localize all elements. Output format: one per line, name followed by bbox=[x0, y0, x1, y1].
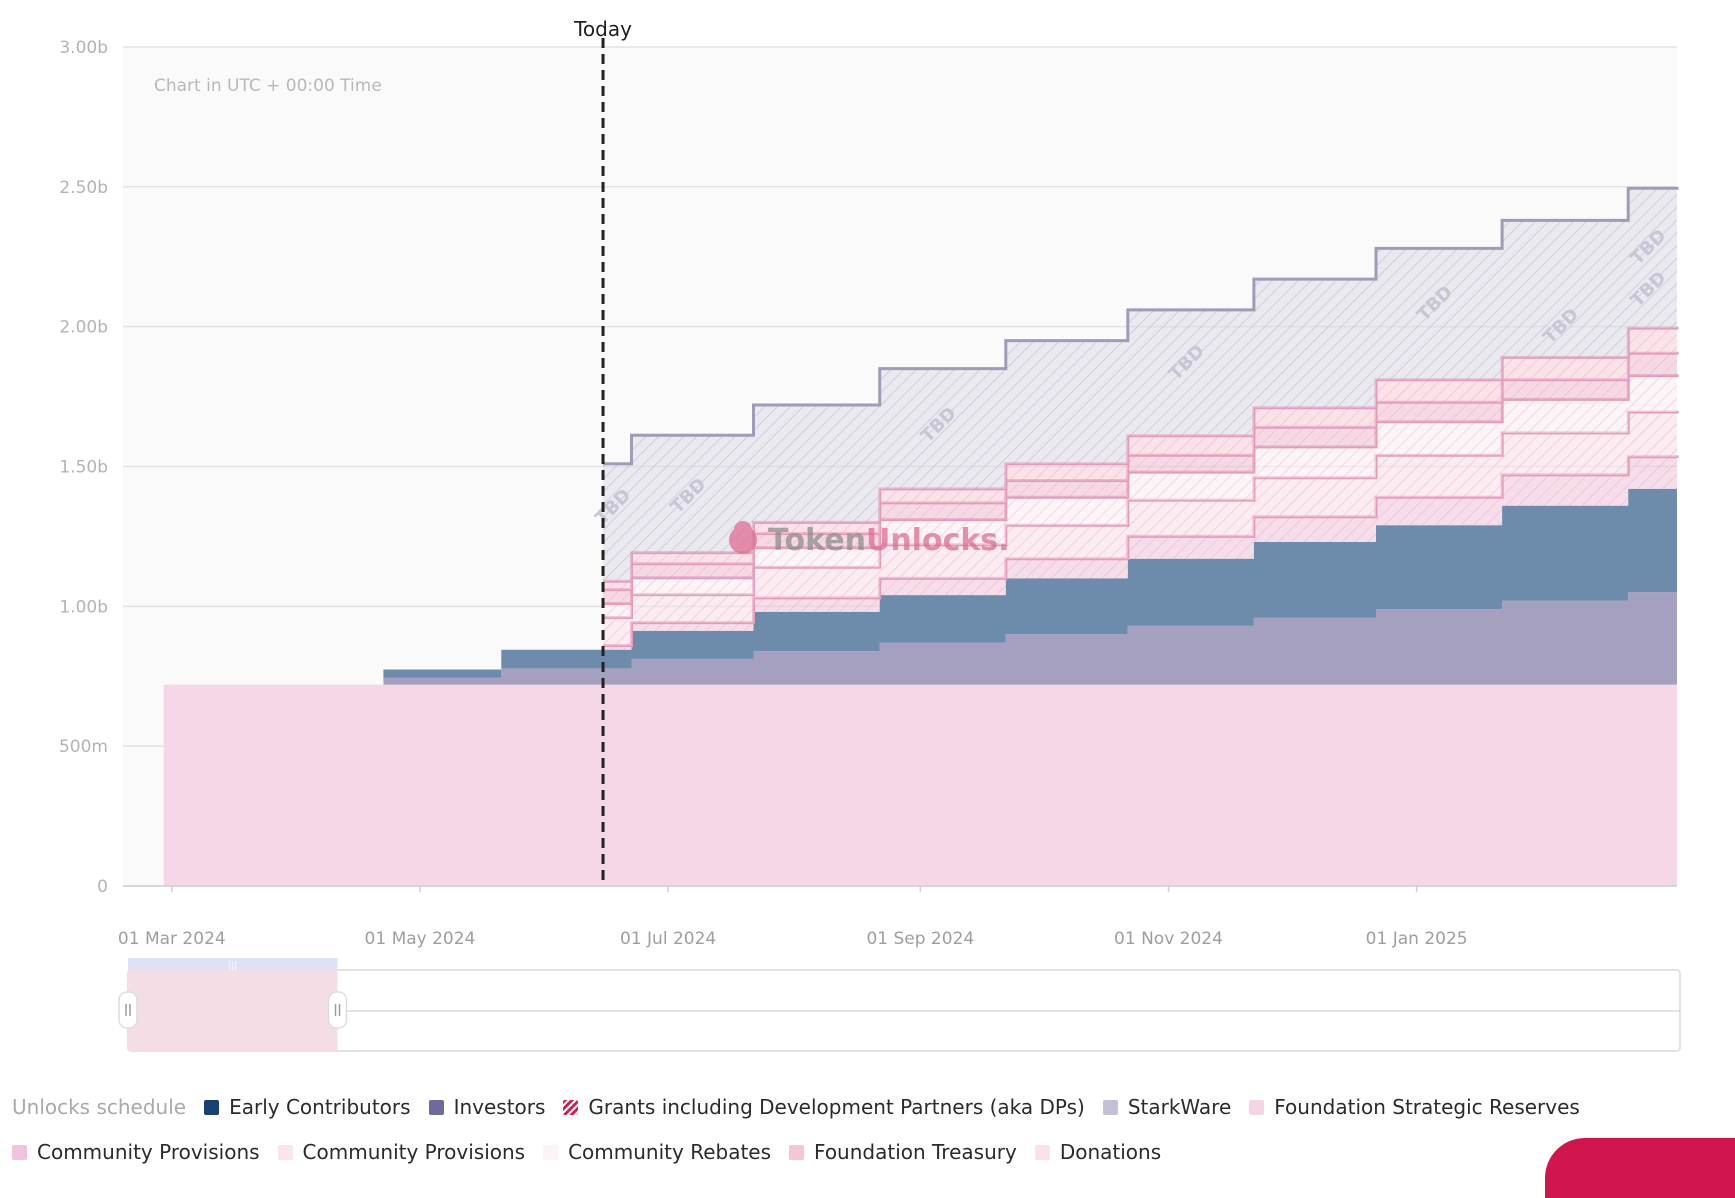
area-community-rebates-hatch bbox=[603, 374, 1677, 618]
legend-swatch-hatched bbox=[563, 1099, 579, 1115]
legend-label: Early Contributors bbox=[229, 1095, 411, 1119]
area-community-provisions-hatch bbox=[603, 410, 1677, 646]
area-foundation-treasury-hatch bbox=[603, 351, 1677, 604]
legend-item-early-contributors[interactable]: Early Contributors bbox=[204, 1095, 411, 1119]
tokenunlocks-watermark: TokenUnlocks. bbox=[729, 521, 1010, 558]
legend-swatch bbox=[428, 1099, 444, 1115]
legend-item-community-provisions-2[interactable]: Community Provisions bbox=[277, 1140, 526, 1164]
y-tick-label: 2.00b bbox=[59, 318, 108, 338]
navigator-right-handle[interactable] bbox=[327, 991, 348, 1029]
legend-item-donations[interactable]: Donations bbox=[1034, 1140, 1162, 1164]
legend-label: Community Rebates bbox=[568, 1140, 772, 1164]
y-tick-label: 3.00b bbox=[59, 38, 108, 58]
x-tick-label: 01 Nov 2024 bbox=[1114, 929, 1223, 949]
legend-label: Investors bbox=[453, 1095, 546, 1119]
area-community-provisions-hatch bbox=[603, 455, 1677, 650]
area-starkware-hatch bbox=[603, 186, 1677, 582]
watermark-text: TokenUnlocks. bbox=[768, 523, 1010, 558]
legend-label: Grants including Development Partners (a… bbox=[588, 1095, 1085, 1119]
legend-item-community-provisions-1[interactable]: Community Provisions bbox=[12, 1140, 260, 1164]
legend-item-foundation-treasury[interactable]: Foundation Treasury bbox=[789, 1140, 1017, 1164]
legend-swatch bbox=[12, 1144, 27, 1160]
x-tick-label: 01 Jan 2025 bbox=[1366, 929, 1468, 949]
x-tick-label: 01 Mar 2024 bbox=[118, 929, 226, 949]
legend-label: Foundation Strategic Reserves bbox=[1274, 1095, 1580, 1119]
legend-row-2: Community Provisions Community Provision… bbox=[12, 1140, 1179, 1164]
legend-swatch bbox=[1034, 1144, 1050, 1160]
handle-body bbox=[118, 991, 138, 1029]
legend-swatch bbox=[204, 1099, 220, 1115]
legend-item-grants[interactable]: Grants including Development Partners (a… bbox=[563, 1095, 1085, 1119]
legend-swatch bbox=[1102, 1099, 1118, 1115]
y-tick-label: 500m bbox=[59, 737, 108, 757]
today-label: Today bbox=[573, 17, 632, 41]
area-starkware-line bbox=[603, 186, 1679, 466]
legend-label: Community Provisions bbox=[302, 1140, 526, 1164]
navigator-selection[interactable] bbox=[128, 970, 338, 1051]
legend-label: Foundation Treasury bbox=[814, 1140, 1017, 1164]
lock-shackle-icon bbox=[734, 521, 752, 536]
legend-label: Donations bbox=[1059, 1140, 1162, 1164]
handle-body bbox=[327, 991, 348, 1029]
legend-title: Unlocks schedule bbox=[12, 1095, 187, 1119]
navigator-scrollbar[interactable] bbox=[128, 958, 338, 970]
legend-item-investors[interactable]: Investors bbox=[428, 1095, 546, 1119]
legend-swatch bbox=[277, 1144, 293, 1160]
y-tick-label: 0 bbox=[97, 877, 108, 897]
timezone-note: Chart in UTC + 00:00 Time bbox=[154, 76, 382, 96]
y-tick-label: 2.50b bbox=[59, 178, 108, 198]
navigator-left-handle[interactable] bbox=[118, 991, 138, 1029]
legend-swatch bbox=[789, 1144, 805, 1160]
lock-icon bbox=[729, 526, 757, 554]
x-tick-label: 01 May 2024 bbox=[365, 929, 476, 949]
legend-item-foundation-strategic-reserves[interactable]: Foundation Strategic Reserves bbox=[1249, 1095, 1580, 1119]
x-tick-label: 01 Jul 2024 bbox=[620, 929, 716, 949]
legend-swatch bbox=[1249, 1099, 1265, 1115]
legend-item-starkware[interactable]: StarkWare bbox=[1102, 1095, 1232, 1119]
y-tick-label: 1.50b bbox=[59, 458, 108, 478]
area-foundation-strategic-reserves[interactable] bbox=[163, 684, 1678, 886]
floating-action-button[interactable] bbox=[1545, 1138, 1735, 1198]
x-tick-label: 01 Sep 2024 bbox=[866, 929, 974, 949]
legend-swatch bbox=[543, 1144, 559, 1160]
area-early-contributors[interactable] bbox=[383, 488, 1677, 678]
legend-label: Community Provisions bbox=[37, 1140, 260, 1164]
legend-label: StarkWare bbox=[1127, 1095, 1232, 1119]
scrollbar-grip-icon: ||| bbox=[228, 961, 237, 971]
y-tick-label: 1.00b bbox=[59, 597, 108, 617]
legend-item-community-rebates[interactable]: Community Rebates bbox=[543, 1140, 771, 1164]
area-investors[interactable] bbox=[383, 592, 1677, 685]
legend-row-1: Unlocks schedule Early Contributors Inve… bbox=[12, 1095, 1598, 1119]
